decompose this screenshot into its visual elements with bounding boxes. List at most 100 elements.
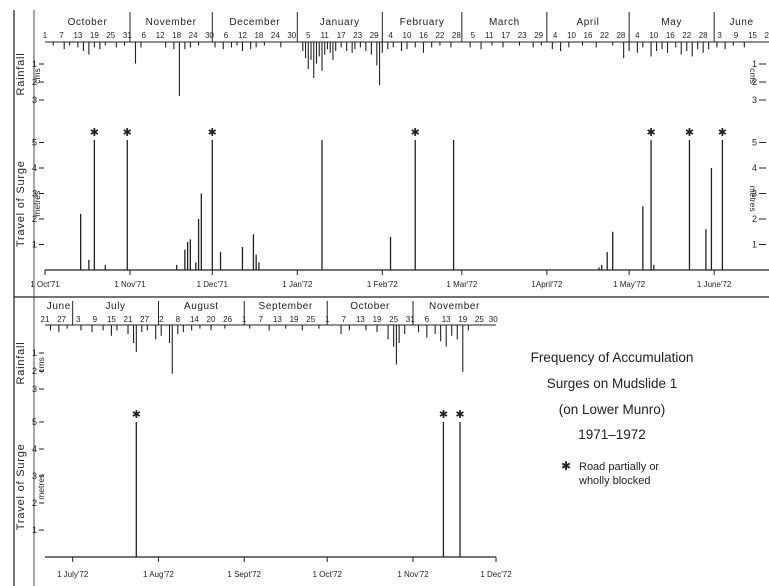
day-tick-label: 13 <box>273 315 282 324</box>
day-tick-label: 13 <box>73 31 82 40</box>
day-tick-label: 31 <box>406 315 415 324</box>
day-tick-label: 4 <box>388 31 393 40</box>
rainfall-tick-label: 3 <box>32 95 37 105</box>
month-label: June <box>730 17 754 28</box>
day-tick-label: 10 <box>403 31 412 40</box>
day-tick-label: 5 <box>471 31 476 40</box>
day-tick-label: 15 <box>107 315 116 324</box>
month-label: November <box>429 301 480 312</box>
month-label: January <box>320 17 360 28</box>
surge-right-unit: metres <box>748 186 758 212</box>
road-blocked-marker: ✱ <box>208 127 217 139</box>
legend-line-2: wholly blocked <box>578 475 651 487</box>
rainfall-axis-label: Rainfall <box>15 52 27 95</box>
month-label: March <box>489 17 520 28</box>
month-label: April <box>576 17 599 28</box>
rainfall-right-tick-label: 3 <box>752 95 757 105</box>
surge-x-label: 1 Sept'72 <box>227 570 261 579</box>
surge-x-label: 1 June'72 <box>697 280 732 289</box>
road-blocked-marker: ✱ <box>132 409 141 421</box>
figure-frame <box>13 10 769 586</box>
rainfall-right-unit: cms <box>748 68 758 84</box>
rainfall-unit: cms <box>32 68 42 84</box>
day-tick-label: 22 <box>682 31 691 40</box>
surge-x-label: 1 Oct'71 <box>30 280 60 289</box>
surge-x-label: 1 Oct'72 <box>312 570 342 579</box>
rainfall-tick-label: 1 <box>32 348 37 358</box>
day-tick-label: 17 <box>501 31 510 40</box>
surge-x-label: 1 Dec'72 <box>480 570 512 579</box>
road-blocked-marker: ✱ <box>411 127 420 139</box>
surge-tick-label: 3 <box>32 189 37 199</box>
day-tick-label: 22 <box>435 31 444 40</box>
rainfall-tick-label: 1 <box>32 59 37 69</box>
surge-unit: metres <box>32 191 42 217</box>
rainfall-tick-label: 2 <box>32 366 37 376</box>
day-tick-label: 29 <box>370 31 379 40</box>
month-label: October <box>68 17 108 28</box>
rainfall-tick-label: 3 <box>32 384 37 394</box>
day-tick-label: 28 <box>452 31 461 40</box>
surge-x-label: 1 Jan'72 <box>282 280 313 289</box>
day-tick-label: 12 <box>238 31 247 40</box>
surge-x-label: 1 Nov'72 <box>397 570 429 579</box>
day-tick-label: 24 <box>271 31 280 40</box>
surge-tick-label: 5 <box>32 417 37 427</box>
day-tick-label: 7 <box>259 315 264 324</box>
day-tick-label: 24 <box>189 31 198 40</box>
rainfall-tick-label: 2 <box>32 77 37 87</box>
month-label: November <box>146 17 197 28</box>
road-blocked-marker: ✱ <box>718 127 727 139</box>
caption-line-4: 1971–1972 <box>578 427 646 442</box>
day-tick-label: 6 <box>224 31 229 40</box>
surge-tick-label: 3 <box>32 471 37 481</box>
day-tick-label: 10 <box>567 31 576 40</box>
month-label: October <box>350 301 390 312</box>
rainfall-right-tick-label: 1 <box>752 59 757 69</box>
day-tick-label: 25 <box>389 315 398 324</box>
rainfall-axis-label: Rainfall <box>15 341 27 384</box>
caption-line-3: (on Lower Munro) <box>559 402 666 417</box>
surge-right-tick-label: 2 <box>752 214 757 224</box>
day-tick-label: 30 <box>489 315 498 324</box>
day-tick-label: 30 <box>205 31 214 40</box>
day-tick-label: 29 <box>534 31 543 40</box>
surge-tick-label: 2 <box>32 498 37 508</box>
day-tick-label: 16 <box>666 31 675 40</box>
surge-axis-label: Travel of Surge <box>15 160 27 247</box>
day-tick-label: 20 <box>207 315 216 324</box>
day-tick-label: 12 <box>156 31 165 40</box>
month-label: August <box>184 301 219 312</box>
month-label: December <box>229 17 280 28</box>
surge-tick-label: 5 <box>32 138 37 148</box>
surge-right-tick-label: 5 <box>752 138 757 148</box>
day-tick-label: 19 <box>90 31 99 40</box>
legend-line-1: Road partially or <box>579 461 659 473</box>
month-label: February <box>400 17 445 28</box>
day-tick-label: 25 <box>475 315 484 324</box>
day-tick-label: 6 <box>425 315 430 324</box>
rainfall-unit: cms <box>36 357 46 373</box>
caption-line-2: Surges on Mudslide 1 <box>547 376 678 391</box>
day-tick-label: 8 <box>176 315 181 324</box>
day-tick-label: 16 <box>584 31 593 40</box>
surge-tick-label: 1 <box>32 240 37 250</box>
road-blocked-marker: ✱ <box>439 409 448 421</box>
road-blocked-symbol: ✱ <box>561 459 571 473</box>
day-tick-label: 23 <box>353 31 362 40</box>
day-tick-label: 31 <box>123 31 132 40</box>
day-tick-label: 18 <box>172 31 181 40</box>
rainfall-right-tick-label: 2 <box>752 77 757 87</box>
day-tick-label: 9 <box>93 315 98 324</box>
day-tick-label: 13 <box>442 315 451 324</box>
day-tick-label: 7 <box>342 315 347 324</box>
day-tick-label: 1 <box>43 31 48 40</box>
day-tick-label: 23 <box>518 31 527 40</box>
surge-x-label: 1 Feb'72 <box>367 280 398 289</box>
caption-line-1: Frequency of Accumulation <box>531 350 694 365</box>
surge-tick-label: 2 <box>32 214 37 224</box>
day-tick-label: 11 <box>485 31 494 40</box>
legend: ✱ Road partially or wholly blocked <box>561 459 659 487</box>
